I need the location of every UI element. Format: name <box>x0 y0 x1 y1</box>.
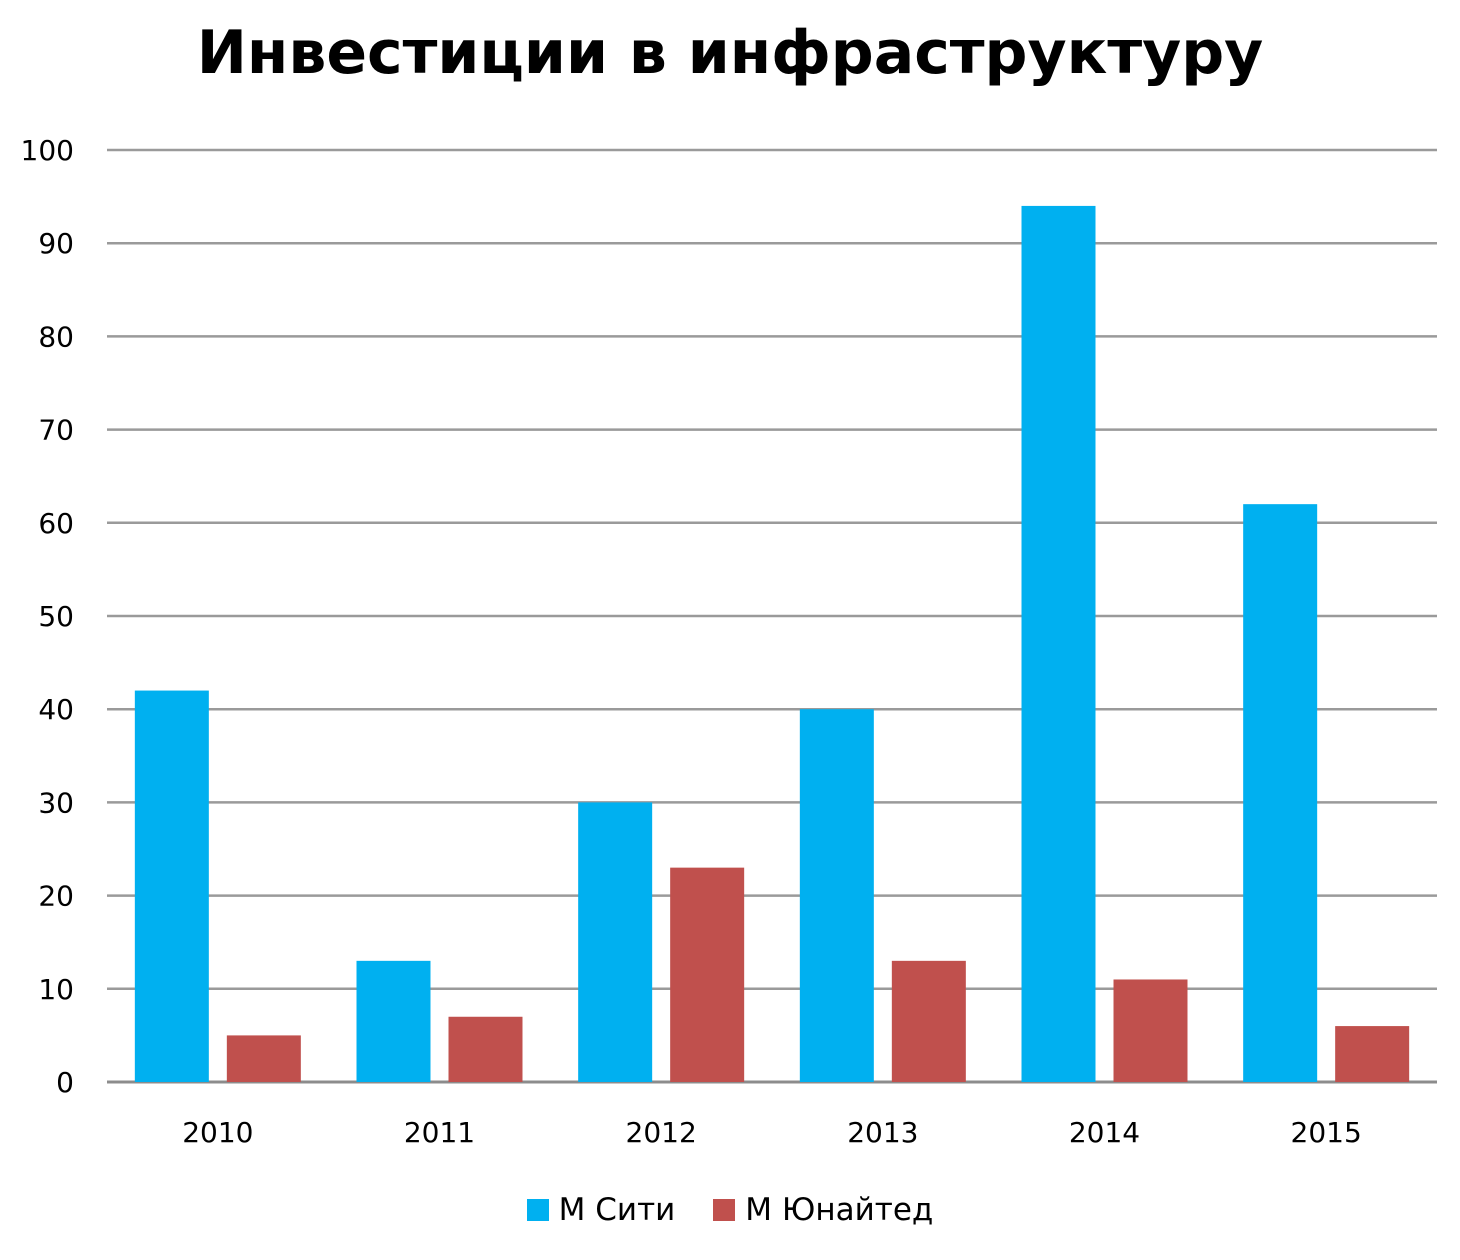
legend-item-series-2: М Юнайтед <box>713 1192 933 1228</box>
legend-label-series-1: М Сити <box>558 1192 676 1228</box>
y-axis-ticks: 0 10 20 30 40 50 60 70 80 90 100 <box>21 134 74 1099</box>
gridlines <box>107 148 1437 1084</box>
y-tick-label: 20 <box>38 880 74 913</box>
y-tick-label: 80 <box>38 320 74 353</box>
x-tick-label: 2015 <box>1291 1116 1362 1149</box>
bar-series-2-2013 <box>891 960 966 1082</box>
x-tick-label: 2014 <box>1069 1116 1140 1149</box>
chart-title: Инвестиции в инфраструктуру <box>196 18 1264 88</box>
legend: М Сити М Юнайтед <box>0 1192 1460 1228</box>
x-axis-ticks: 2010 2011 2012 2013 2014 2015 <box>182 1116 1362 1149</box>
legend-label-series-2: М Юнайтед <box>745 1192 934 1228</box>
y-tick-label: 40 <box>38 693 74 726</box>
bar-series-2-2012 <box>670 867 745 1082</box>
x-tick-label: 2010 <box>182 1116 253 1149</box>
y-tick-label: 0 <box>56 1066 74 1099</box>
y-tick-label: 50 <box>38 600 74 633</box>
bar-series-2-2014 <box>1113 979 1188 1082</box>
y-tick-label: 90 <box>38 227 74 260</box>
bar-series-1-2012 <box>578 802 653 1082</box>
bars <box>134 205 1410 1083</box>
legend-swatch-series-2 <box>713 1199 736 1221</box>
x-tick-label: 2013 <box>847 1116 918 1149</box>
bar-series-2-2010 <box>226 1035 301 1082</box>
bar-series-2-2011 <box>448 1016 523 1082</box>
bar-series-1-2014 <box>1021 205 1096 1083</box>
y-tick-label: 60 <box>38 507 74 540</box>
y-tick-label: 70 <box>38 414 74 447</box>
bar-series-1-2010 <box>134 690 209 1082</box>
x-tick-label: 2012 <box>626 1116 697 1149</box>
bar-series-1-2013 <box>799 709 874 1082</box>
y-tick-label: 10 <box>38 973 74 1006</box>
bar-series-1-2011 <box>356 960 431 1082</box>
bar-series-2-2015 <box>1335 1026 1410 1082</box>
bar-series-1-2015 <box>1243 504 1318 1082</box>
y-tick-label: 30 <box>38 786 74 819</box>
legend-swatch-series-1 <box>526 1199 549 1221</box>
legend-item-series-1: М Сити <box>526 1192 676 1228</box>
x-tick-label: 2011 <box>404 1116 475 1149</box>
y-tick-label: 100 <box>21 134 74 167</box>
